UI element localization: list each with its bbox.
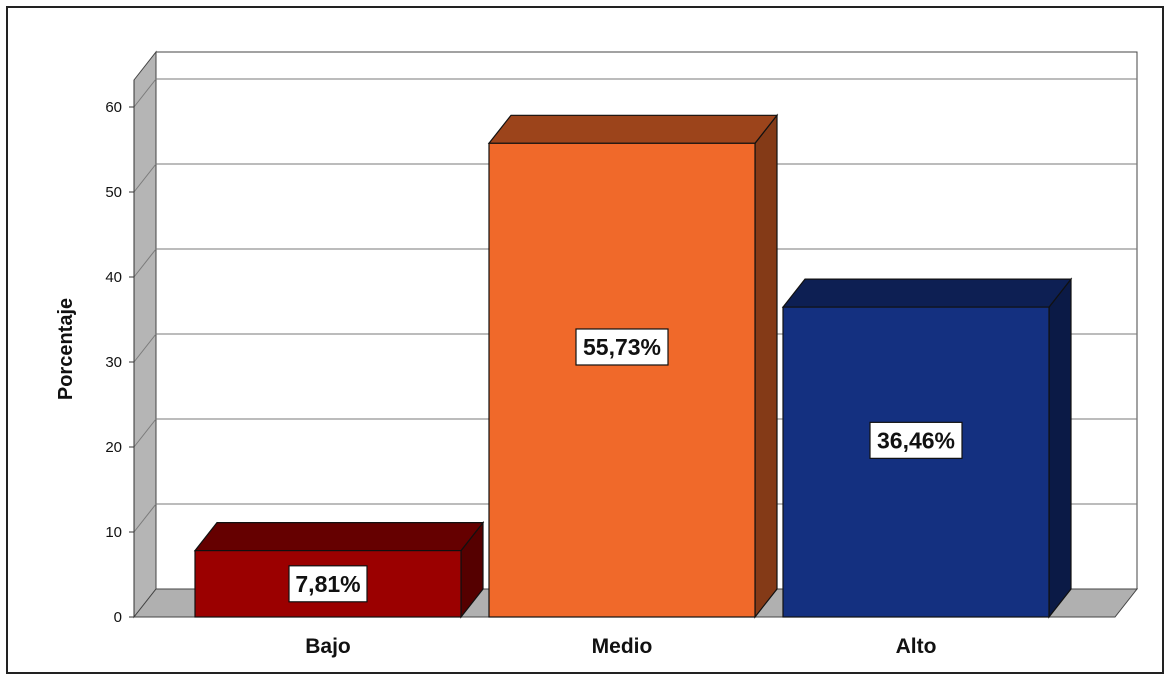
y-axis-label: Porcentaje bbox=[55, 298, 77, 400]
bars: 7,81% 55,73% 36,46% bbox=[193, 113, 1073, 619]
bar-top-face bbox=[781, 278, 1073, 308]
x-category-label: Medio bbox=[592, 635, 653, 658]
data-label: 7,81% bbox=[295, 571, 360, 597]
bar-top-face bbox=[487, 114, 779, 144]
y-tick-label: 0 bbox=[114, 609, 122, 626]
bar-side-face bbox=[754, 113, 778, 619]
gridline-side bbox=[133, 248, 157, 278]
gridline-side bbox=[133, 503, 157, 533]
gridline-side bbox=[133, 418, 157, 448]
bar-medio: 55,73% bbox=[487, 113, 779, 619]
y-tick-label: 40 bbox=[105, 269, 122, 286]
bar-bajo: 7,81% bbox=[193, 520, 485, 619]
bar-front-face bbox=[488, 142, 756, 618]
y-tick-label: 50 bbox=[105, 184, 122, 201]
data-label-box bbox=[869, 421, 963, 459]
x-category-label: Bajo bbox=[305, 635, 351, 658]
bar-alto: 36,46% bbox=[781, 277, 1073, 619]
y-tick-label: 30 bbox=[105, 354, 122, 371]
y-tick-label: 10 bbox=[105, 524, 122, 541]
data-label: 55,73% bbox=[583, 334, 661, 360]
left-wall bbox=[133, 50, 157, 619]
x-category-label: Alto bbox=[896, 635, 937, 658]
y-tick-label: 60 bbox=[105, 99, 122, 116]
data-label-box bbox=[288, 565, 368, 603]
data-label: 36,46% bbox=[877, 427, 955, 453]
y-axis-ticks: 0 10 20 30 40 50 60 bbox=[105, 80, 135, 626]
gridline-side bbox=[133, 333, 157, 363]
data-label-box bbox=[575, 328, 669, 366]
bar-front-face bbox=[782, 306, 1050, 618]
gridline-side bbox=[133, 163, 157, 193]
x-axis-categories: Bajo Medio Alto bbox=[305, 635, 936, 658]
bar-top-face bbox=[193, 522, 485, 552]
bar-side-face bbox=[1048, 277, 1072, 619]
y-tick-label: 20 bbox=[105, 439, 122, 456]
gridline-side bbox=[133, 78, 157, 108]
